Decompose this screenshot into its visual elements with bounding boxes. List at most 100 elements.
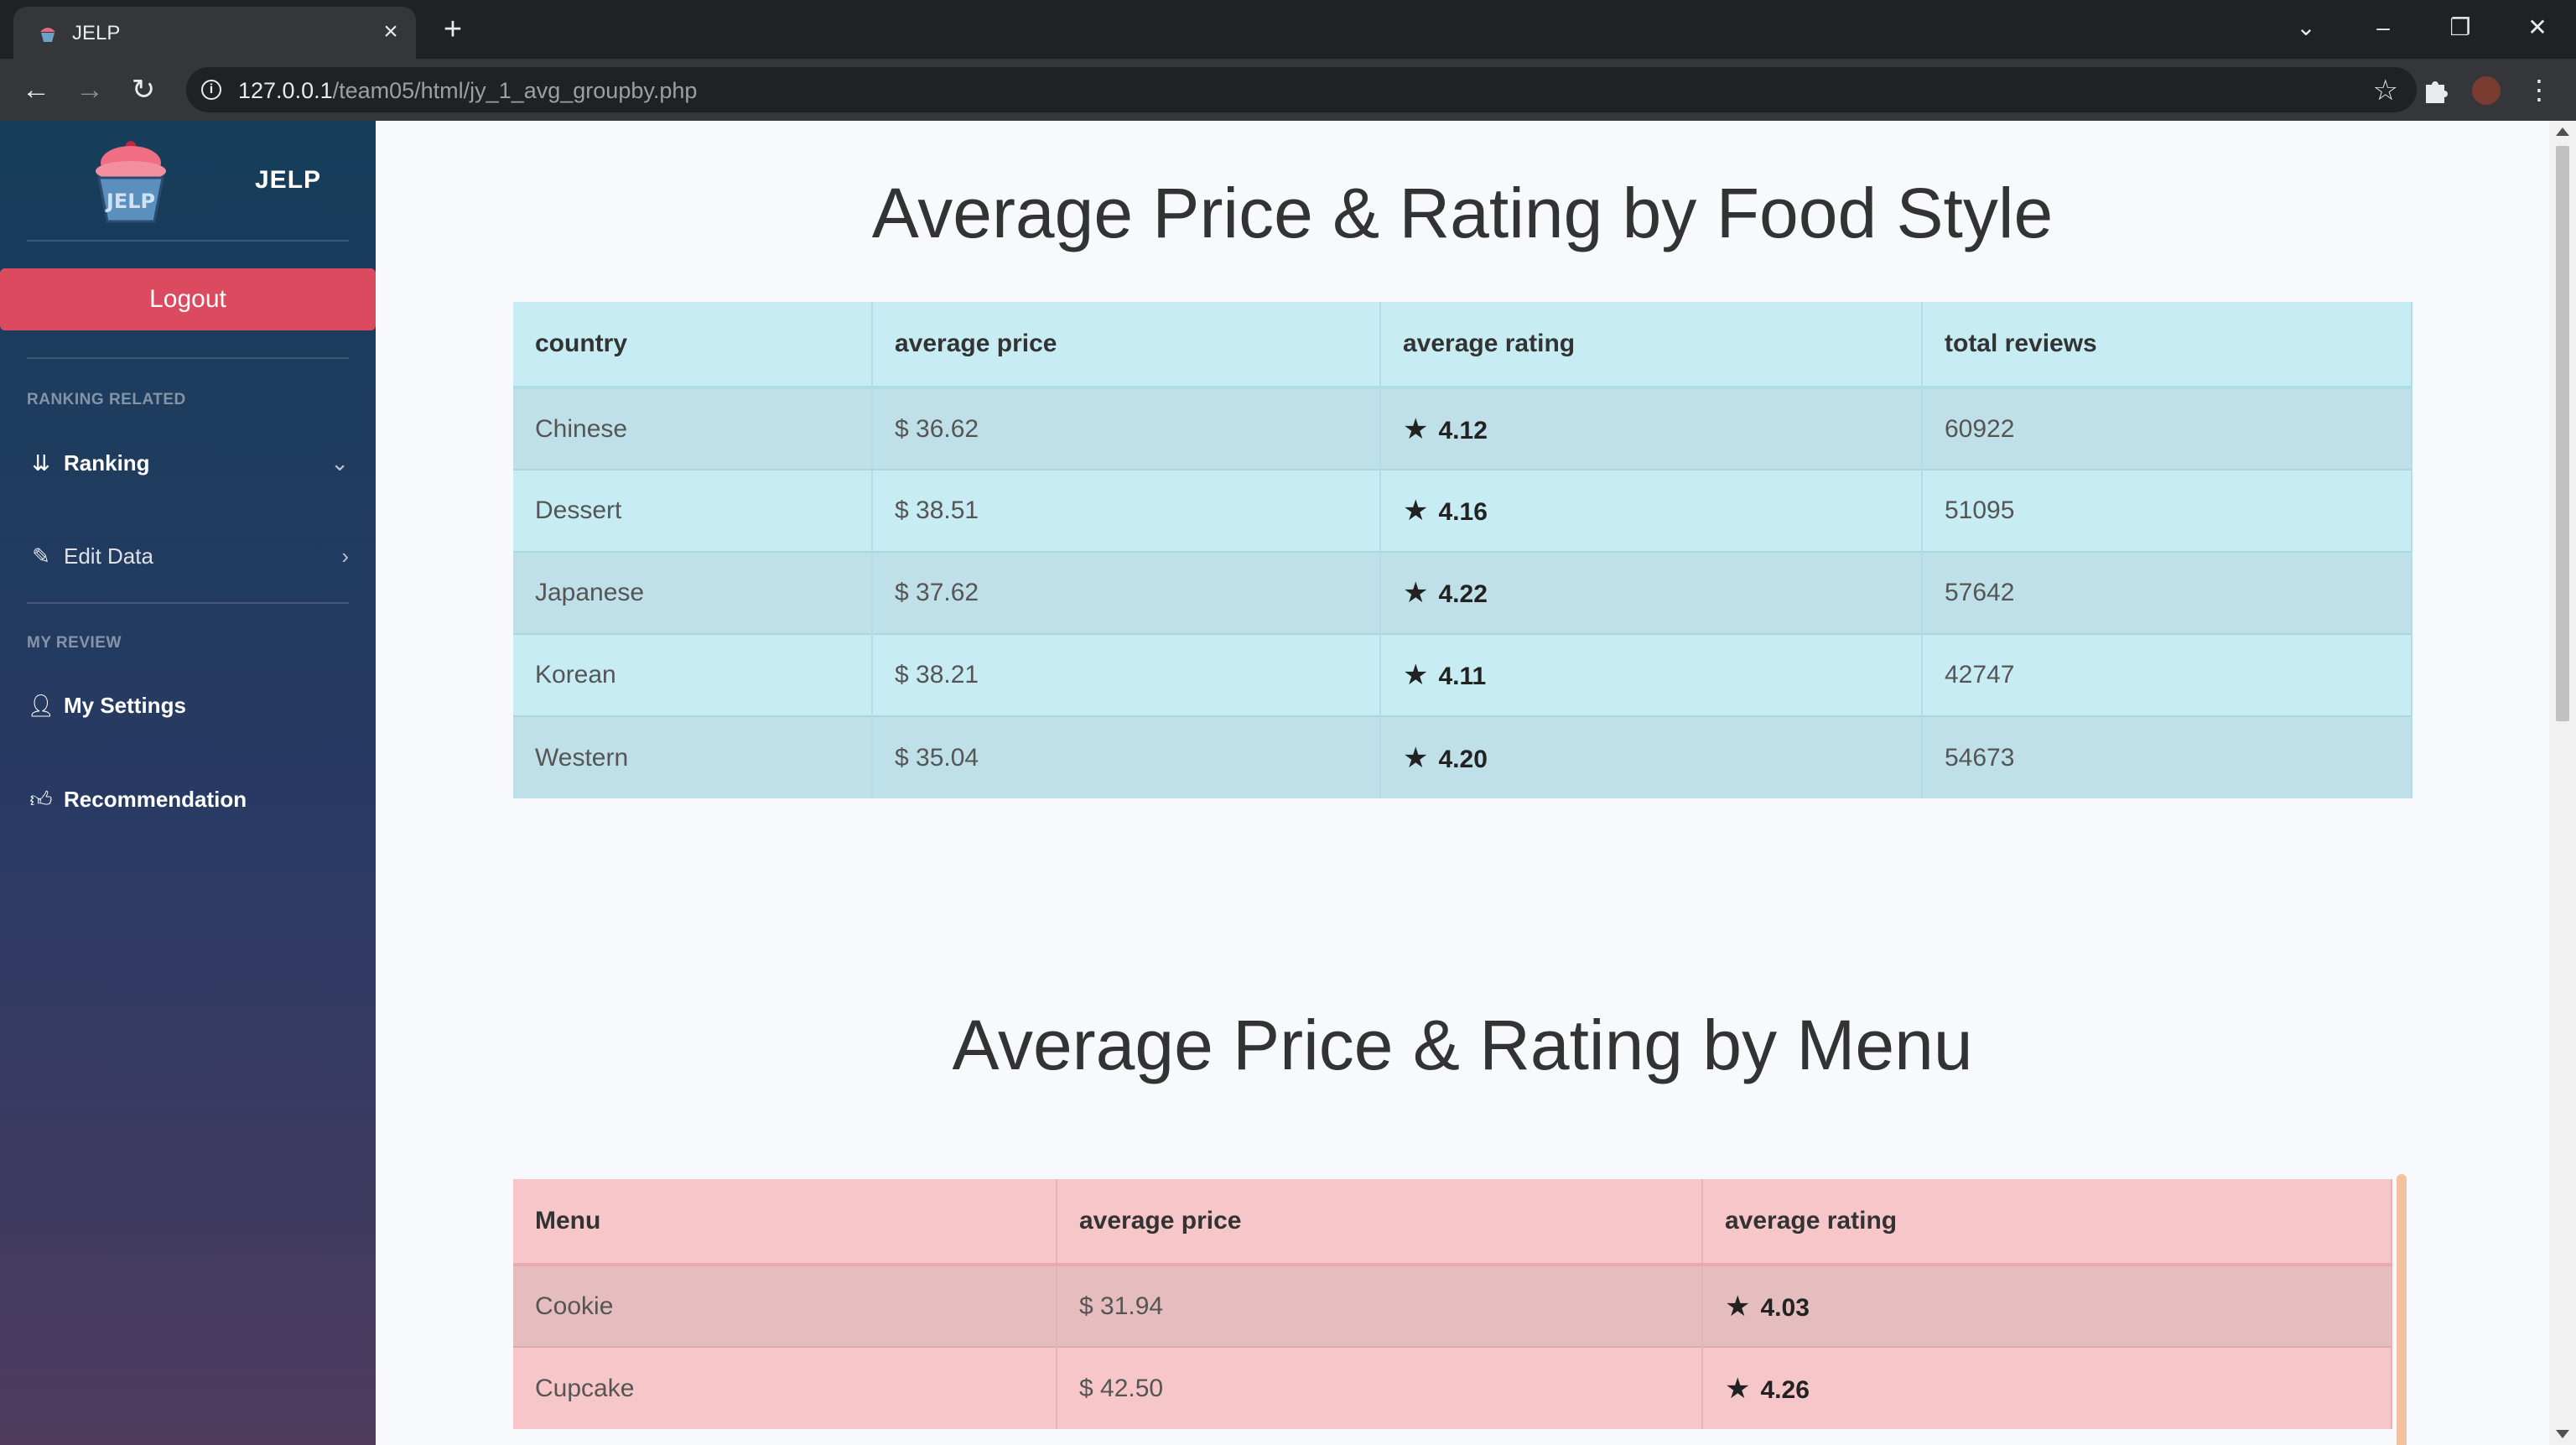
- plus-icon[interactable]: +: [443, 12, 463, 47]
- rating-cell: ★ 4.16: [1380, 469, 1923, 552]
- page-scrollbar[interactable]: [2549, 121, 2576, 1445]
- table-row: Chinese $ 36.62 ★ 4.12 60922: [513, 387, 2412, 470]
- url-text[interactable]: 127.0.0.1/team05/html/jy_1_avg_groupby.p…: [238, 78, 698, 103]
- sidebar-item-edit-data[interactable]: ✎ Edit Data ›: [27, 535, 349, 577]
- rating-cell: ★ 4.11: [1380, 633, 1923, 716]
- reviews-cell: 51095: [1922, 469, 2412, 552]
- food-style-table: country average price average rating tot…: [513, 302, 2412, 798]
- sidebar-item-ranking[interactable]: ⇊ Ranking ⌄: [27, 442, 349, 484]
- rating-cell: ★ 4.20: [1380, 715, 1923, 798]
- main-content: Average Price & Rating by Food Style cou…: [376, 121, 2549, 1445]
- scroll-down-icon[interactable]: [2556, 1430, 2569, 1438]
- close-icon[interactable]: ×: [383, 18, 398, 45]
- price-cell: $ 38.21: [872, 633, 1381, 716]
- forward-icon[interactable]: →: [75, 74, 104, 106]
- chevron-down-icon: ⌄: [330, 450, 349, 476]
- menu-table: Menu average price average rating Cookie…: [513, 1179, 2392, 1429]
- price-cell: $ 38.51: [872, 469, 1381, 552]
- menu-table-scrollbar[interactable]: [2397, 1174, 2407, 1445]
- star-icon: ★: [1403, 741, 1429, 774]
- table-row: Japanese $ 37.62 ★ 4.22 57642: [513, 551, 2412, 634]
- price-cell: $ 31.94: [1057, 1265, 1703, 1347]
- column-header: average price: [872, 302, 1381, 389]
- column-header: country: [513, 302, 873, 389]
- column-header: total reviews: [1922, 302, 2412, 389]
- column-header: Menu: [513, 1179, 1057, 1266]
- sidebar-item-recommendation[interactable]: 👍︎ Recommendation: [27, 778, 349, 820]
- star-icon[interactable]: ☆: [2372, 75, 2398, 107]
- tab-title: JELP: [72, 22, 121, 44]
- price-cell: $ 42.50: [1057, 1346, 1703, 1429]
- browser-tab[interactable]: JELP ×: [13, 7, 416, 59]
- menu-cell: Cupcake: [513, 1346, 1057, 1429]
- table-row: Cookie $ 31.94 ★ 4.03: [513, 1265, 2392, 1347]
- wrench-icon: ✎: [32, 543, 50, 569]
- sidebar-item-settings[interactable]: 👤︎ My Settings: [27, 684, 349, 726]
- table-row: Dessert $ 38.51 ★ 4.16 51095: [513, 469, 2412, 552]
- info-icon[interactable]: i: [201, 80, 221, 100]
- star-icon: ★: [1725, 1290, 1751, 1323]
- restore-icon[interactable]: ❐: [2449, 14, 2471, 40]
- column-header: average price: [1057, 1179, 1703, 1266]
- address-bar[interactable]: i 127.0.0.1/team05/html/jy_1_avg_groupby…: [186, 67, 2417, 112]
- rating-cell: ★ 4.22: [1380, 551, 1923, 634]
- reviews-cell: 60922: [1922, 387, 2412, 470]
- reload-icon[interactable]: ↻: [131, 74, 156, 106]
- user-icon: 👤︎: [27, 693, 55, 718]
- table-header-row: Menu average price average rating: [513, 1179, 2392, 1266]
- browser-toolbar: ← → ↻ i 127.0.0.1/team05/html/jy_1_avg_g…: [0, 59, 2576, 121]
- sidebar-divider: [27, 357, 349, 359]
- table-row: Korean $ 38.21 ★ 4.11 42747: [513, 633, 2412, 716]
- column-header: average rating: [1702, 1179, 2392, 1266]
- back-icon[interactable]: ←: [22, 74, 50, 106]
- country-cell: Korean: [513, 633, 873, 716]
- star-icon: ★: [1403, 413, 1429, 445]
- avatar[interactable]: [2472, 76, 2501, 105]
- thumbs-up-icon: 👍︎: [29, 787, 53, 812]
- cupcake-logo-icon: JELP: [96, 141, 166, 223]
- sidebar-divider: [27, 602, 349, 604]
- country-cell: Dessert: [513, 469, 873, 552]
- table-row: Cupcake $ 42.50 ★ 4.26: [513, 1346, 2392, 1429]
- menu-cell: Cookie: [513, 1265, 1057, 1347]
- favicon-icon: [40, 28, 55, 42]
- reviews-cell: 57642: [1922, 551, 2412, 634]
- svg-text:JELP: JELP: [105, 190, 155, 213]
- scroll-up-icon[interactable]: [2556, 127, 2569, 136]
- price-cell: $ 36.62: [872, 387, 1381, 470]
- table-header-row: country average price average rating tot…: [513, 302, 2412, 389]
- star-icon: ★: [1403, 577, 1429, 609]
- country-cell: Japanese: [513, 551, 873, 634]
- reviews-cell: 42747: [1922, 633, 2412, 716]
- section-heading-review: MY REVIEW: [27, 634, 122, 652]
- rating-cell: ★ 4.03: [1702, 1265, 2392, 1347]
- logout-button[interactable]: Logout: [0, 268, 376, 330]
- page-title-food-style: Average Price & Rating by Food Style: [871, 174, 2054, 252]
- star-icon: ★: [1403, 659, 1429, 691]
- reviews-cell: 54673: [1922, 715, 2412, 798]
- star-icon: ★: [1725, 1372, 1751, 1405]
- sidebar-divider: [27, 240, 349, 242]
- country-cell: Western: [513, 715, 873, 798]
- country-cell: Chinese: [513, 387, 873, 470]
- price-cell: $ 37.62: [872, 551, 1381, 634]
- brand[interactable]: JELP JELP: [0, 121, 376, 242]
- table-row: Western $ 35.04 ★ 4.20 54673: [513, 715, 2412, 798]
- price-cell: $ 35.04: [872, 715, 1381, 798]
- kebab-menu-icon[interactable]: ⋮: [2526, 75, 2553, 105]
- column-header: average rating: [1380, 302, 1923, 389]
- chevron-right-icon: ›: [341, 543, 349, 569]
- sort-numeric-icon: ⇊: [32, 450, 50, 476]
- rating-cell: ★ 4.26: [1702, 1346, 2392, 1429]
- puzzle-icon[interactable]: [2417, 70, 2455, 109]
- browser-tab-strip: JELP × + ⌄ – ❐ ✕: [0, 0, 2576, 59]
- minimize-icon[interactable]: –: [2376, 14, 2390, 40]
- sidebar: JELP JELP Logout RANKING RELATED ⇊ Rankin…: [0, 121, 376, 1445]
- scrollbar-thumb[interactable]: [2556, 146, 2569, 721]
- chevron-down-icon[interactable]: ⌄: [2296, 14, 2316, 40]
- rating-cell: ★ 4.12: [1380, 387, 1923, 470]
- page-title-menu: Average Price & Rating by Menu: [952, 1006, 1973, 1084]
- section-heading-ranking: RANKING RELATED: [27, 391, 186, 408]
- star-icon: ★: [1403, 495, 1429, 527]
- window-close-icon[interactable]: ✕: [2527, 14, 2547, 40]
